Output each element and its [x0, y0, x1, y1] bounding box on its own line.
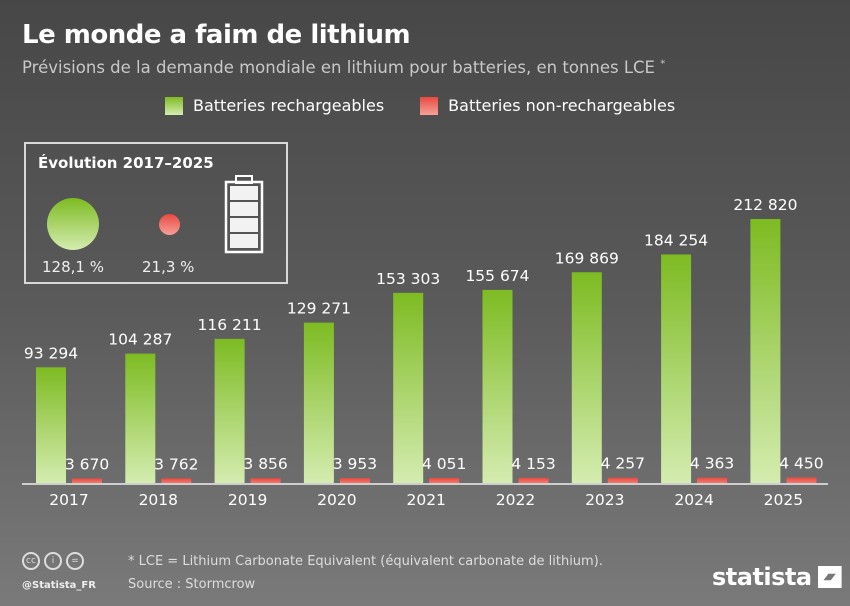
bar-non-rechargeable	[429, 477, 460, 483]
legend-swatch-red	[420, 96, 439, 115]
bar-rechargeable	[36, 367, 66, 483]
statista-logo-icon	[817, 566, 842, 588]
bar-non-rechargeable	[250, 478, 281, 483]
by-icon: i	[44, 552, 62, 570]
data-label-rechargeable: 169 869	[555, 249, 619, 267]
x-tick-label: 2021	[406, 491, 445, 509]
data-label-rechargeable: 155 674	[465, 267, 529, 285]
data-label-rechargeable: 184 254	[644, 231, 708, 249]
data-label-non-rechargeable: 3 670	[65, 455, 109, 473]
bar-rechargeable	[571, 272, 602, 483]
data-label-non-rechargeable: 4 051	[422, 455, 466, 473]
footnote-mark: *	[660, 58, 666, 70]
bar-non-rechargeable	[339, 478, 370, 483]
x-tick-label: 2025	[764, 491, 803, 509]
data-label-non-rechargeable: 4 450	[779, 454, 823, 472]
statista-logo: statista	[712, 563, 842, 591]
data-label-non-rechargeable: 3 953	[333, 455, 377, 473]
bar-rechargeable	[303, 322, 334, 483]
chart-title: Le monde a faim de lithium	[22, 20, 411, 50]
x-tick-label: 2023	[585, 491, 624, 509]
battery-icon	[224, 175, 264, 254]
bar-rechargeable	[214, 338, 245, 483]
data-label-rechargeable: 212 820	[733, 196, 797, 214]
legend-item-non-rechargeable: Batteries non-rechargeables	[420, 96, 675, 115]
bar-rechargeable	[750, 219, 781, 483]
data-label-rechargeable: 116 211	[198, 316, 262, 334]
legend-swatch-green	[165, 96, 183, 115]
license-icons: cc i =	[22, 552, 84, 570]
data-label-non-rechargeable: 4 153	[511, 455, 555, 473]
data-label-non-rechargeable: 3 762	[154, 455, 198, 473]
footnote: * LCE = Lithium Carbonate Equivalent (éq…	[128, 554, 603, 569]
legend-label: Batteries rechargeables	[193, 96, 385, 115]
bar-non-rechargeable	[161, 478, 192, 483]
legend-item-rechargeable: Batteries rechargeables	[165, 96, 384, 115]
green-growth-circle	[47, 198, 99, 250]
data-label-non-rechargeable: 3 856	[243, 455, 287, 473]
bar-rechargeable	[482, 289, 513, 483]
green-growth-value: 128,1 %	[42, 258, 104, 276]
data-label-rechargeable: 104 287	[108, 331, 172, 349]
evolution-box: Évolution 2017–2025 128,1 % 21,3 %	[24, 142, 288, 284]
bar-chart: 93 294 3 670 2017 104 287 3 762 2018 116 211 3 …	[22, 196, 828, 509]
data-label-non-rechargeable: 4 363	[690, 455, 734, 473]
evolution-title: Évolution 2017–2025	[38, 154, 214, 172]
red-growth-circle	[159, 214, 180, 235]
x-tick-label: 2022	[496, 491, 535, 509]
nd-icon: =	[66, 552, 84, 570]
data-label-non-rechargeable: 4 257	[601, 455, 645, 473]
legend-label: Batteries non-rechargeables	[448, 96, 676, 115]
bar-rechargeable	[661, 254, 692, 483]
x-tick-label: 2024	[674, 491, 713, 509]
brand-text: statista	[712, 563, 812, 591]
data-label-rechargeable: 129 271	[287, 300, 351, 318]
red-growth-value: 21,3 %	[142, 258, 195, 276]
x-tick-label: 2017	[49, 491, 88, 509]
data-label-rechargeable: 153 303	[376, 270, 440, 288]
cc-icon: cc	[22, 552, 40, 570]
x-tick-label: 2019	[228, 491, 267, 509]
x-tick-label: 2020	[317, 491, 356, 509]
source: Source : Stormcrow	[128, 577, 256, 592]
bar-non-rechargeable	[518, 477, 549, 483]
bar-rechargeable	[393, 292, 424, 483]
twitter-handle: @Statista_FR	[22, 580, 96, 591]
bar-non-rechargeable	[786, 477, 817, 483]
chart-subtitle: Prévisions de la demande mondiale en lit…	[22, 58, 665, 77]
bar-non-rechargeable	[72, 478, 102, 483]
bar-non-rechargeable	[607, 477, 638, 483]
subtitle-text: Prévisions de la demande mondiale en lit…	[22, 58, 655, 77]
x-tick-label: 2018	[139, 491, 178, 509]
legend: Batteries rechargeables Batteries non-re…	[165, 96, 675, 115]
data-label-rechargeable: 93 294	[24, 344, 78, 362]
bar-rechargeable	[125, 353, 156, 483]
bar-non-rechargeable	[697, 477, 728, 483]
